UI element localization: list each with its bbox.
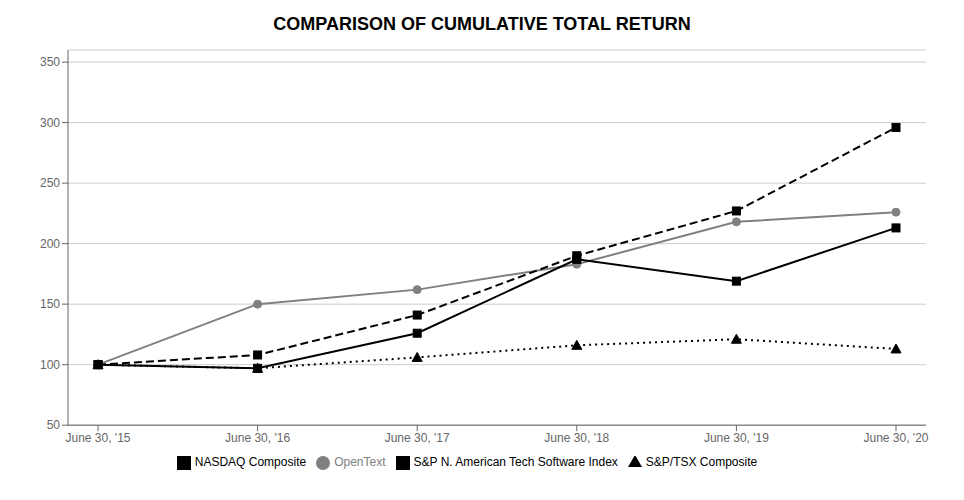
svg-text:June 30, '20: June 30, '20 — [863, 431, 928, 445]
html-text:S&P N. American Tech Software: S&P N. American Tech Software Index — [413, 455, 618, 470]
svg-text:June 30, '19: June 30, '19 — [704, 431, 769, 445]
html-text:S&P/TSX Composite: S&P/TSX Composite — [645, 455, 758, 470]
svg-text:150: 150 — [40, 297, 60, 311]
svg-text:100: 100 — [40, 358, 60, 372]
html-text:COMPARISON OF CUMULATIVE TOTAL: COMPARISON OF CUMULATIVE TOTAL RETURN — [273, 14, 691, 34]
html-text:NASDAQ Composite: NASDAQ Composite — [194, 455, 307, 470]
svg-text:350: 350 — [40, 55, 60, 69]
svg-text:50: 50 — [47, 418, 61, 432]
html-text:OpenText: OpenText — [334, 455, 386, 470]
svg-text:250: 250 — [40, 176, 60, 190]
svg-text:June 30, '16: June 30, '16 — [225, 431, 290, 445]
svg-text:June 30, '17: June 30, '17 — [385, 431, 450, 445]
svg-text:200: 200 — [40, 237, 60, 251]
svg-text:June 30, '15: June 30, '15 — [65, 431, 130, 445]
svg-text:June 30, '18: June 30, '18 — [544, 431, 609, 445]
svg-text:300: 300 — [40, 116, 60, 130]
